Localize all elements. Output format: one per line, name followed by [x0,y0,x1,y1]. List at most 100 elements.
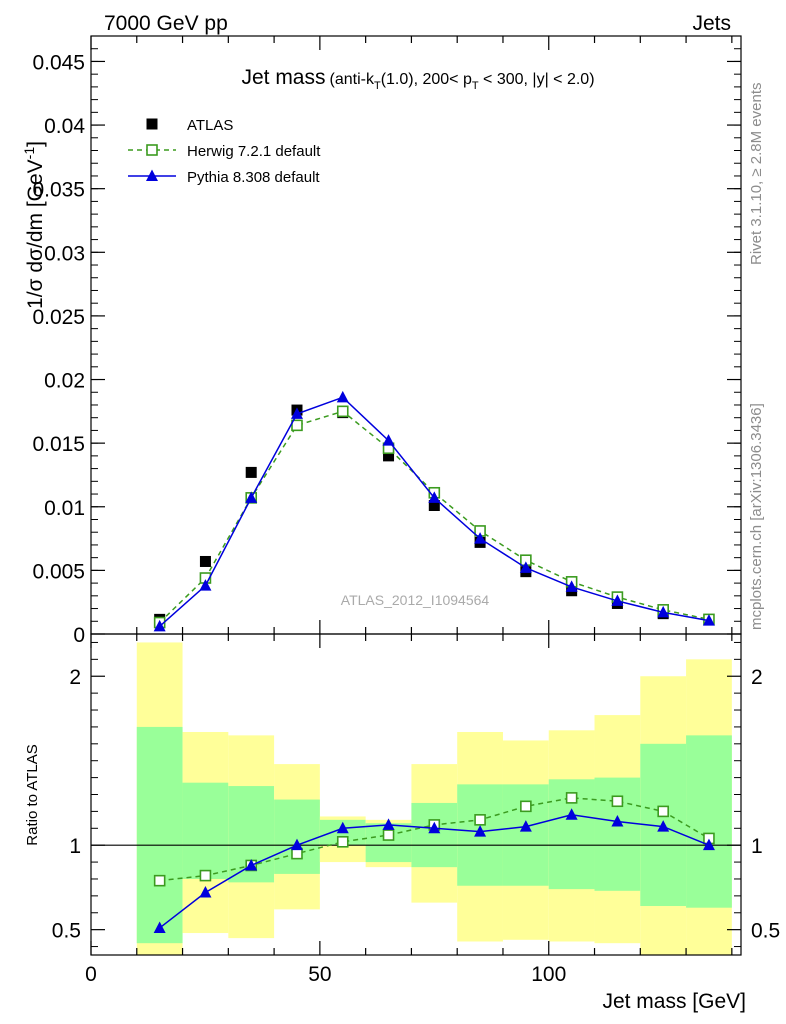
main-y-axis-label-text: 1/σ dσ/dm [GeV [24,159,47,309]
main-y-tick-label: 0.04 [44,115,85,138]
ratio-y-tick-label-right: 2 [751,666,763,689]
main-point-pythia-8-308-default [519,561,532,573]
main-point-herwig-7-2-1-default [336,405,349,418]
legend-label-pythia-8-308-default: Pythia 8.308 default [187,169,320,186]
ratio-y-tick-label-right: 1 [751,835,763,858]
ratio-point-herwig-7-2-1-default [565,792,578,804]
ratio-point-pythia-8-308-default [153,921,166,933]
x-tick-label: 0 [85,963,97,986]
ratio-point-pythia-8-308-default [290,838,303,851]
ratio-y-axis-label: Ratio to ATLAS [24,744,41,845]
stat-uncertainty-band [594,777,641,891]
stat-uncertainty-band [182,782,229,879]
rivet-version-label: Rivet 3.1.10, ≥ 2.8M events [748,83,765,266]
ratio-point-pythia-8-308-default [199,885,212,898]
main-point-pythia-8-308-default [336,390,349,403]
chart-title-detail-3: < 300, |y| < 2.0) [479,71,595,88]
x-tick-label: 100 [531,963,566,986]
ratio-series-pythia-8-308-default [153,808,715,933]
main-point-atlas [383,450,395,462]
ratio-point-pythia-8-308-default [245,858,258,871]
main-y-tick-label: 0.02 [44,370,85,393]
stat-uncertainty-band [136,726,183,944]
main-point-pythia-8-308-default [611,594,624,606]
main-series-pythia-8-308-default [153,390,715,632]
uncertainty-bands [136,642,732,955]
ratio-point-herwig-7-2-1-default [382,829,395,841]
main-y-tick-label: 0.005 [32,560,85,583]
header-right: Jets [692,12,731,35]
ratio-y-tick-label-left: 1 [69,835,81,858]
main-y-tick-label: 0.035 [32,179,85,202]
main-y-ticks: 0 0.005 0.01 0.015 0.02 0.025 0.03 0.035 0.04 0.0… [32,35,741,647]
main-point-pythia-8-308-default [474,532,487,544]
ratio-point-pythia-8-308-default [382,818,395,830]
main-panel: 1/σ dσ/dm [GeV-1] Jet mass (anti-kT(1.0),… [21,35,742,647]
ratio-y-tick-label-right: 0.5 [751,920,780,943]
stat-uncertainty-band [411,802,458,868]
legend-label-herwig-7-2-1-default: Herwig 7.2.1 default [187,143,321,160]
chart-title-detail: (anti-k [330,71,375,88]
ratio-point-herwig-7-2-1-default [657,805,669,818]
ratio-point-pythia-8-308-default [336,821,349,834]
legend-marker-herwig-7-2-1-default [146,144,158,156]
main-point-pythia-8-308-default [702,614,715,626]
ratio-point-pythia-8-308-default [702,838,715,851]
ratio-y-ticks: 0.5 0.5 1 1 2 2 [52,641,780,948]
ratio-point-pythia-8-308-default [611,815,624,827]
chart-title-subscript-1: T [374,80,381,92]
chart-title: Jet mass (anti-kT(1.0), 200< pT < 300, |y… [241,66,594,92]
main-point-atlas [245,466,257,478]
ratio-point-herwig-7-2-1-default [153,874,166,887]
ratio-point-herwig-7-2-1-default [336,836,349,848]
stat-uncertainty-band [274,799,320,874]
mcplots-label: mcplots.cern.ch [arXiv:1306.3436] [748,403,765,630]
main-point-pythia-8-308-default [290,407,303,419]
main-y-axis-label-exponent: -1 [21,147,37,160]
chart-title-main: Jet mass [241,66,325,89]
x-ticks: 0 50 100 [85,36,733,986]
stat-uncertainty-band [502,784,549,886]
main-y-tick-label: 0 [73,624,85,647]
chart-title-detail-2: (1.0), 200< p [381,71,472,88]
ratio-point-herwig-7-2-1-default [520,800,532,813]
main-y-tick-label: 0.025 [32,306,85,329]
ratio-point-herwig-7-2-1-default [474,814,486,826]
analysis-watermark: ATLAS_2012_I1094564 [341,592,490,608]
ratio-point-pythia-8-308-default [519,820,532,832]
ratio-point-herwig-7-2-1-default [199,869,212,882]
main-y-tick-label: 0.01 [44,497,85,520]
ratio-point-pythia-8-308-default [657,820,670,832]
main-point-pythia-8-308-default [382,434,395,446]
legend: ATLAS Herwig 7.2.1 default Pythia 8.308 de… [128,117,321,186]
main-point-pythia-8-308-default [199,579,212,591]
legend-marker-pythia-8-308-default [146,169,158,181]
x-axis-label: Jet mass [GeV] [602,990,746,1013]
legend-marker-atlas [146,118,158,130]
main-y-axis-label: 1/σ dσ/dm [GeV-1] [21,141,47,309]
main-y-tick-label: 0.03 [44,242,85,265]
main-point-herwig-7-2-1-default [291,419,303,432]
chart-title-subscript-2: T [472,80,479,92]
main-point-pythia-8-308-default [657,605,670,618]
main-y-tick-label: 0.015 [32,433,85,456]
ratio-point-pythia-8-308-default [565,808,578,820]
main-point-pythia-8-308-default [565,580,578,592]
main-point-pythia-8-308-default [245,491,258,503]
ratio-y-tick-label-left: 2 [69,666,81,689]
main-y-axis-label-close: ] [24,141,47,147]
main-point-atlas [199,555,211,567]
ratio-y-tick-label-left: 0.5 [52,920,81,943]
header-left: 7000 GeV pp [104,12,228,35]
ratio-point-herwig-7-2-1-default [611,795,624,808]
main-point-pythia-8-308-default [428,491,441,503]
legend-label-atlas: ATLAS [187,117,233,134]
main-y-tick-label: 0.045 [32,51,85,74]
stat-uncertainty-band [686,735,732,908]
main-point-atlas [428,499,440,511]
ratio-point-pythia-8-308-default [474,825,487,837]
main-point-pythia-8-308-default [153,619,166,632]
ratio-point-pythia-8-308-default [428,821,441,834]
